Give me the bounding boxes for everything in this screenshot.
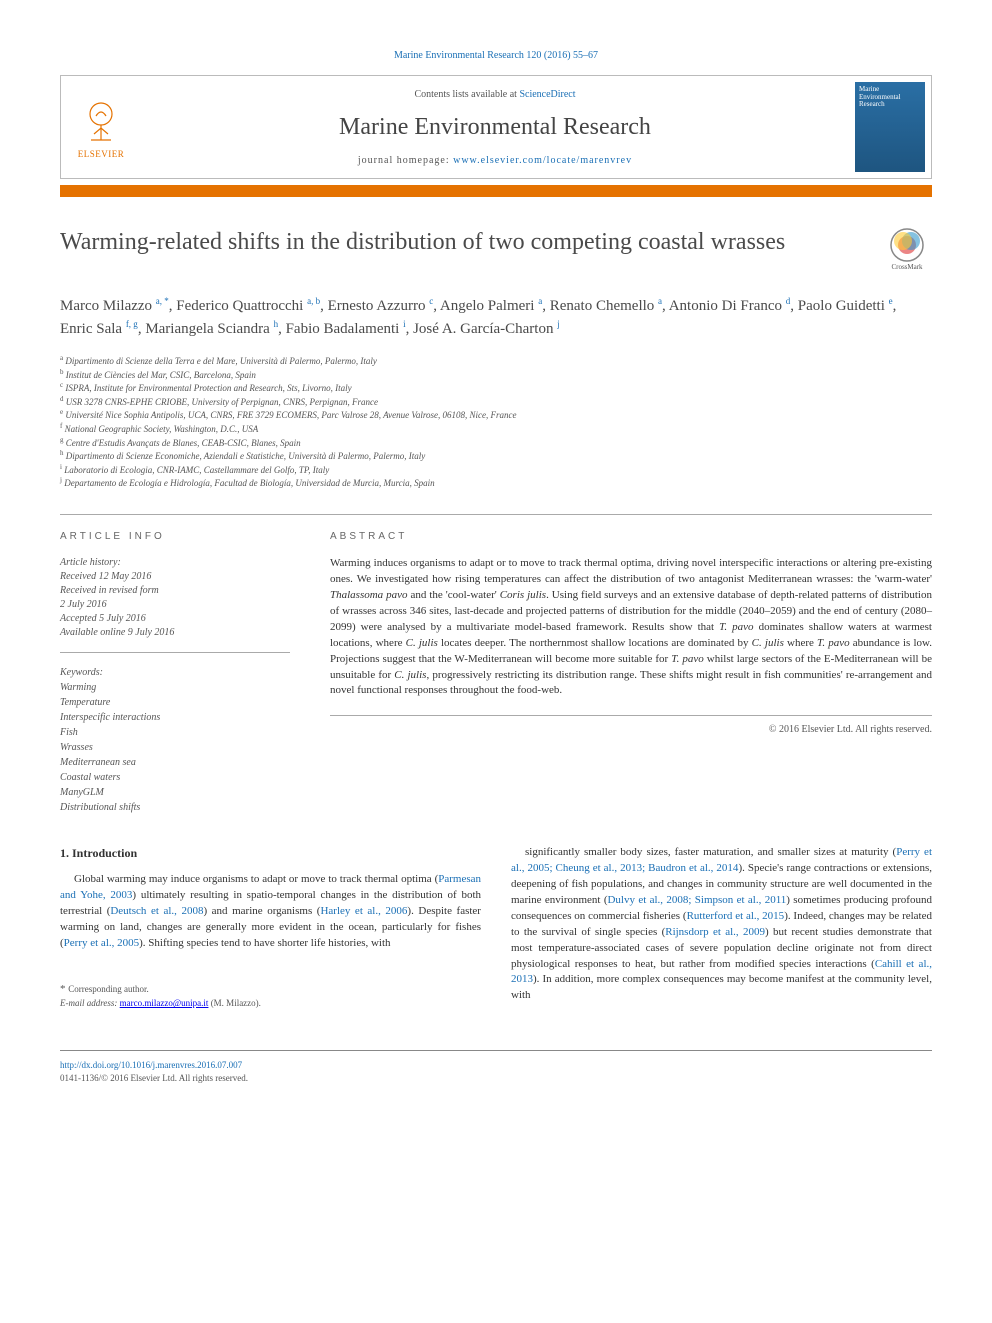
publisher-name: ELSEVIER bbox=[78, 149, 125, 159]
accent-bar bbox=[60, 185, 932, 197]
homepage-line: journal homepage: www.elsevier.com/locat… bbox=[151, 155, 839, 166]
history-line: Accepted 5 July 2016 bbox=[60, 612, 290, 626]
affiliation-line: j Departamento de Ecología e Hidrología,… bbox=[60, 476, 932, 490]
abstract-text: Warming induces organisms to adapt or to… bbox=[330, 556, 932, 716]
body-columns: 1. Introduction Global warming may induc… bbox=[60, 845, 932, 1010]
affiliation-line: e Université Nice Sophia Antipolis, UCA,… bbox=[60, 408, 932, 422]
footer-block: http://dx.doi.org/10.1016/j.marenvres.20… bbox=[60, 1050, 932, 1084]
homepage-prefix: journal homepage: bbox=[358, 155, 453, 166]
article-page: Marine Environmental Research 120 (2016)… bbox=[0, 0, 992, 1124]
section-number: 1. bbox=[60, 846, 69, 860]
keyword-item: Wrasses bbox=[60, 740, 290, 755]
keyword-item: Warming bbox=[60, 680, 290, 695]
keyword-item: Mediterranean sea bbox=[60, 755, 290, 770]
affiliations-list: a Dipartimento di Scienze della Terra e … bbox=[60, 354, 932, 490]
affiliation-line: a Dipartimento di Scienze della Terra e … bbox=[60, 354, 932, 368]
article-info: ARTICLE INFO Article history: Received 1… bbox=[60, 531, 290, 815]
header-center: Contents lists available at ScienceDirec… bbox=[141, 79, 849, 176]
abstract-heading: ABSTRACT bbox=[330, 531, 932, 542]
keyword-item: Distributional shifts bbox=[60, 800, 290, 815]
citation-link[interactable]: Marine Environmental Research 120 (2016)… bbox=[394, 50, 598, 61]
affiliation-line: c ISPRA, Institute for Environmental Pro… bbox=[60, 381, 932, 395]
title-row: Warming-related shifts in the distributi… bbox=[60, 227, 932, 277]
keywords-block: Keywords: WarmingTemperatureInterspecifi… bbox=[60, 665, 290, 815]
homepage-link[interactable]: www.elsevier.com/locate/marenvrev bbox=[453, 155, 632, 166]
corr-asterisk: * bbox=[60, 983, 68, 995]
history-line: Received in revised form bbox=[60, 584, 290, 598]
affiliation-line: g Centre d'Estudis Avançats de Blanes, C… bbox=[60, 436, 932, 450]
contents-line: Contents lists available at ScienceDirec… bbox=[151, 89, 839, 100]
citation-line: Marine Environmental Research 120 (2016)… bbox=[60, 50, 932, 61]
section-heading: 1. Introduction bbox=[60, 845, 481, 862]
doi-link[interactable]: http://dx.doi.org/10.1016/j.marenvres.20… bbox=[60, 1060, 242, 1070]
publisher-logo[interactable]: ELSEVIER bbox=[61, 82, 141, 172]
authors-list: Marco Milazzo a, *, Federico Quattrocchi… bbox=[60, 295, 932, 340]
affiliation-line: h Dipartimento di Scienze Economiche, Az… bbox=[60, 449, 932, 463]
keyword-item: ManyGLM bbox=[60, 785, 290, 800]
body-column-right: significantly smaller body sizes, faster… bbox=[511, 845, 932, 1010]
corr-email-name: (M. Milazzo). bbox=[211, 998, 261, 1008]
affiliation-line: f National Geographic Society, Washingto… bbox=[60, 422, 932, 436]
history-label: Article history: bbox=[60, 556, 290, 570]
keywords-label: Keywords: bbox=[60, 665, 290, 680]
section-title: Introduction bbox=[72, 846, 137, 860]
sciencedirect-link[interactable]: ScienceDirect bbox=[519, 89, 575, 100]
journal-cover-thumbnail[interactable]: Marine Environmental Research bbox=[855, 82, 925, 172]
crossmark-label: CrossMark bbox=[891, 263, 922, 271]
article-info-heading: ARTICLE INFO bbox=[60, 531, 290, 542]
keyword-item: Temperature bbox=[60, 695, 290, 710]
keyword-item: Interspecific interactions bbox=[60, 710, 290, 725]
crossmark-badge[interactable]: CrossMark bbox=[882, 227, 932, 277]
keyword-item: Coastal waters bbox=[60, 770, 290, 785]
affiliation-line: d USR 3278 CNRS-EPHE CRIOBE, University … bbox=[60, 395, 932, 409]
cover-title: Marine Environmental Research bbox=[859, 86, 921, 109]
abstract-copyright: © 2016 Elsevier Ltd. All rights reserved… bbox=[330, 724, 932, 735]
history-line: 2 July 2016 bbox=[60, 598, 290, 612]
email-label: E-mail address: bbox=[60, 998, 117, 1008]
corresponding-author-block: * * Corresponding author.Corresponding a… bbox=[60, 982, 481, 1010]
affiliation-line: b Institut de Ciències del Mar, CSIC, Ba… bbox=[60, 368, 932, 382]
history-line: Available online 9 July 2016 bbox=[60, 626, 290, 640]
affiliation-line: i Laboratorio di Ecologia, CNR-IAMC, Cas… bbox=[60, 463, 932, 477]
body-column-left: 1. Introduction Global warming may induc… bbox=[60, 845, 481, 1010]
keyword-item: Fish bbox=[60, 725, 290, 740]
elsevier-tree-icon bbox=[76, 96, 126, 146]
history-line: Received 12 May 2016 bbox=[60, 570, 290, 584]
body-paragraph: Global warming may induce organisms to a… bbox=[60, 872, 481, 952]
abstract-column: ABSTRACT Warming induces organisms to ad… bbox=[330, 531, 932, 815]
info-abstract-row: ARTICLE INFO Article history: Received 1… bbox=[60, 514, 932, 815]
corr-email-link[interactable]: marco.milazzo@unipa.it bbox=[120, 998, 209, 1008]
article-title: Warming-related shifts in the distributi… bbox=[60, 227, 862, 258]
journal-name: Marine Environmental Research bbox=[151, 114, 839, 141]
contents-prefix: Contents lists available at bbox=[414, 89, 519, 100]
article-history: Article history: Received 12 May 2016Rec… bbox=[60, 556, 290, 653]
body-paragraph: significantly smaller body sizes, faster… bbox=[511, 845, 932, 1004]
journal-header: ELSEVIER Contents lists available at Sci… bbox=[60, 75, 932, 179]
crossmark-icon bbox=[889, 227, 925, 263]
issn-copyright: 0141-1136/© 2016 Elsevier Ltd. All right… bbox=[60, 1072, 932, 1085]
